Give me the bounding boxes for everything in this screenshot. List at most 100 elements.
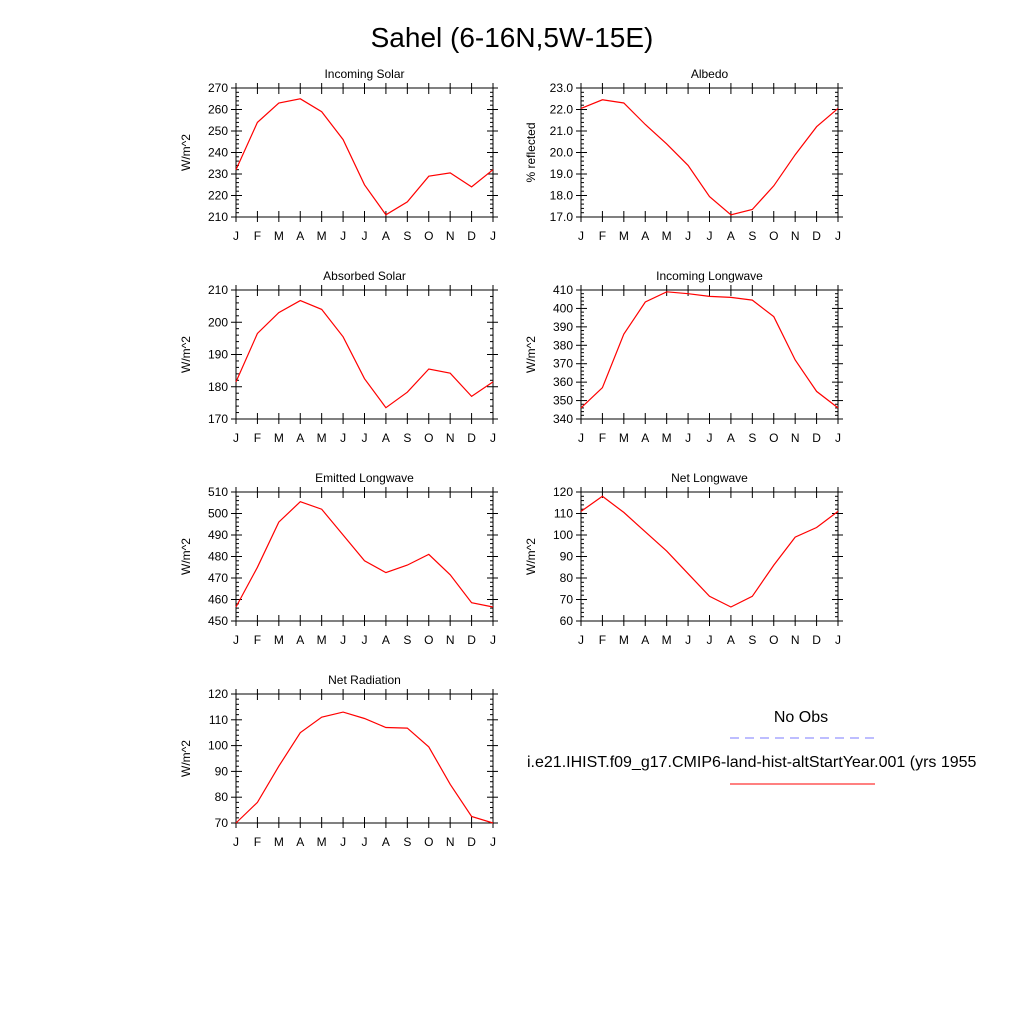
incoming-solar-xtick-label: J: [340, 229, 346, 243]
incoming-longwave-xtick-label: D: [812, 431, 821, 445]
albedo-xtick-label: A: [641, 229, 649, 243]
net-radiation-series-line: [235, 711, 494, 824]
absorbed-solar-xtick-label: D: [467, 431, 476, 445]
net-radiation-ytick-label: 110: [209, 713, 228, 727]
absorbed-solar-ylabel: W/m^2: [179, 336, 193, 373]
emitted-longwave-xtick-label: M: [317, 633, 327, 647]
incoming-solar-xtick-label: J: [490, 229, 496, 243]
net-longwave-xtick-label: A: [641, 633, 649, 647]
albedo-ytick-label: 17.0: [550, 210, 574, 224]
incoming-solar-ytick-label: 270: [208, 81, 228, 95]
net-longwave-xtick-label: J: [685, 633, 691, 647]
figure-title: Sahel (6-16N,5W-15E): [371, 22, 654, 53]
albedo-xtick-label: D: [812, 229, 821, 243]
net-longwave-xtick-label: J: [578, 633, 584, 647]
incoming-solar-ytick-label: 210: [208, 210, 228, 224]
albedo-xtick-label: M: [619, 229, 629, 243]
absorbed-solar-ytick-label: 170: [208, 412, 228, 426]
legend-model-label: i.e21.IHIST.f09_g17.CMIP6-land-hist-altS…: [527, 754, 977, 771]
albedo-ytick-label: 21.0: [550, 124, 574, 138]
emitted-longwave-xtick-label: M: [274, 633, 284, 647]
incoming-longwave-xtick-label: J: [707, 431, 713, 445]
albedo-title: Albedo: [691, 67, 729, 81]
net-longwave-xtick-label: D: [812, 633, 821, 647]
incoming-longwave-series-line: [580, 291, 839, 409]
absorbed-solar-xtick-label: S: [403, 431, 411, 445]
incoming-solar-xtick-label: M: [274, 229, 284, 243]
incoming-solar-ytick-label: 260: [208, 103, 228, 117]
albedo-ytick-label: 19.0: [550, 167, 574, 181]
emitted-longwave-xtick-label: D: [467, 633, 476, 647]
incoming-longwave-ytick-label: 340: [553, 412, 573, 426]
net-radiation-xtick-label: A: [382, 835, 390, 849]
absorbed-solar-xtick-label: J: [362, 431, 368, 445]
albedo-ytick-label: 20.0: [550, 146, 574, 160]
albedo-xtick-label: J: [835, 229, 841, 243]
absorbed-solar-xtick-label: J: [490, 431, 496, 445]
net-longwave-ylabel: W/m^2: [524, 538, 538, 575]
net-radiation-title: Net Radiation: [328, 673, 401, 687]
albedo-ytick-label: 23.0: [550, 81, 574, 95]
incoming-solar-title: Incoming Solar: [324, 67, 404, 81]
net-radiation-xtick-label: N: [446, 835, 455, 849]
albedo-xtick-label: O: [769, 229, 778, 243]
net-longwave-xtick-label: O: [769, 633, 778, 647]
emitted-longwave-ytick-label: 480: [208, 550, 228, 564]
net-longwave-xtick-label: J: [835, 633, 841, 647]
albedo-ylabel: % reflected: [524, 122, 538, 182]
net-radiation-xtick-label: O: [424, 835, 433, 849]
net-radiation-ytick-label: 80: [215, 790, 229, 804]
albedo-xtick-label: N: [791, 229, 800, 243]
net-longwave-xtick-label: M: [662, 633, 672, 647]
incoming-solar-xtick-label: N: [446, 229, 455, 243]
net-radiation-ytick-label: 120: [208, 687, 228, 701]
net-radiation-xtick-label: J: [340, 835, 346, 849]
net-radiation-ytick-label: 90: [215, 764, 229, 778]
incoming-longwave-ytick-label: 370: [553, 357, 573, 371]
incoming-longwave-ytick-label: 380: [553, 338, 573, 352]
legend-obs-label: No Obs: [774, 709, 828, 726]
albedo-ytick-label: 18.0: [550, 189, 574, 203]
absorbed-solar-xtick-label: N: [446, 431, 455, 445]
incoming-longwave-xtick-label: A: [641, 431, 649, 445]
albedo-xtick-label: S: [748, 229, 756, 243]
absorbed-solar-xtick-label: F: [254, 431, 261, 445]
net-radiation-ytick-label: 70: [215, 816, 229, 830]
incoming-longwave-xtick-label: J: [835, 431, 841, 445]
absorbed-solar-ytick-label: 210: [208, 283, 228, 297]
incoming-longwave-xtick-label: F: [599, 431, 606, 445]
emitted-longwave-ytick-label: 500: [208, 507, 228, 521]
albedo-xtick-label: F: [599, 229, 606, 243]
net-longwave-xtick-label: N: [791, 633, 800, 647]
absorbed-solar-ytick-label: 200: [208, 315, 228, 329]
net-radiation-xtick-label: S: [403, 835, 411, 849]
net-longwave-ytick-label: 110: [554, 507, 573, 521]
emitted-longwave-series-line: [235, 501, 494, 608]
incoming-solar-xtick-label: A: [296, 229, 304, 243]
emitted-longwave-xtick-label: A: [382, 633, 390, 647]
net-longwave-xtick-label: A: [727, 633, 735, 647]
absorbed-solar-xtick-label: A: [382, 431, 390, 445]
incoming-longwave-ytick-label: 350: [553, 394, 573, 408]
net-longwave-series-line: [580, 495, 839, 608]
net-radiation-xtick-label: F: [254, 835, 261, 849]
net-longwave-xtick-label: S: [748, 633, 756, 647]
net-longwave-ytick-label: 90: [560, 550, 574, 564]
absorbed-solar-xtick-label: M: [317, 431, 327, 445]
incoming-longwave-ytick-label: 410: [553, 283, 573, 297]
albedo-xtick-label: M: [662, 229, 672, 243]
absorbed-solar-title: Absorbed Solar: [323, 269, 406, 283]
albedo-series-line: [580, 99, 839, 216]
incoming-longwave-ytick-label: 360: [553, 375, 573, 389]
net-radiation-xtick-label: M: [317, 835, 327, 849]
net-radiation-xtick-label: J: [362, 835, 368, 849]
absorbed-solar-ytick-label: 180: [208, 380, 228, 394]
emitted-longwave-xtick-label: N: [446, 633, 455, 647]
emitted-longwave-title: Emitted Longwave: [315, 471, 414, 485]
emitted-longwave-xtick-label: J: [490, 633, 496, 647]
emitted-longwave-xtick-label: J: [362, 633, 368, 647]
